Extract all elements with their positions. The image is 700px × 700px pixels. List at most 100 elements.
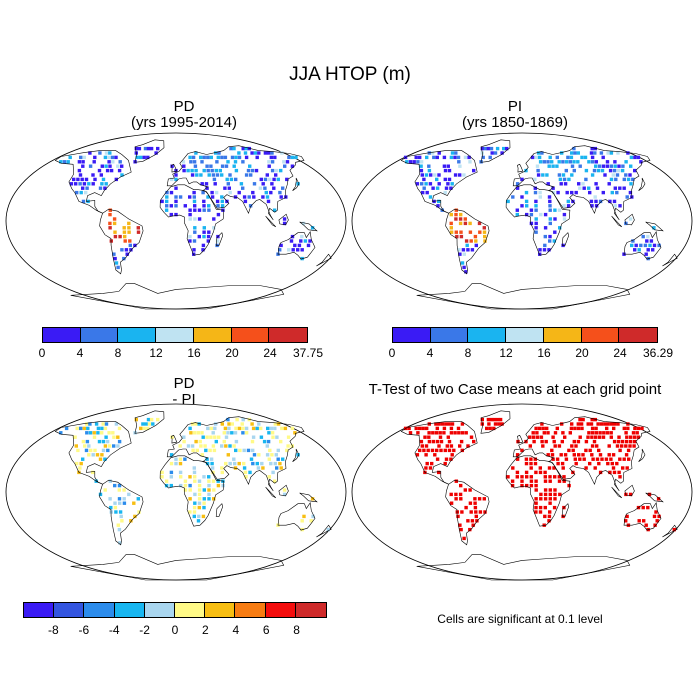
- grid-cell: [533, 190, 538, 195]
- grid-cell: [551, 186, 555, 190]
- grid-cell: [557, 160, 561, 164]
- grid-cell: [214, 168, 218, 173]
- grid-cell: [86, 426, 90, 431]
- grid-cell: [136, 497, 140, 501]
- grid-cell: [270, 151, 274, 155]
- grid-cell: [541, 426, 545, 431]
- grid-cell: [424, 173, 429, 177]
- grid-cell: [529, 208, 534, 212]
- grid-cell: [242, 461, 246, 466]
- grid-cell: [446, 182, 450, 186]
- grid-cell: [276, 177, 280, 182]
- grid-cell: [529, 466, 533, 470]
- grid-cell: [581, 453, 585, 457]
- grid-cell: [244, 173, 249, 177]
- grid-cell: [237, 151, 241, 155]
- grid-cell: [241, 186, 245, 190]
- grid-cell: [489, 417, 494, 422]
- grid-cell: [241, 160, 245, 164]
- grid-cell: [543, 488, 548, 492]
- grid-cell: [170, 435, 174, 439]
- grid-cell: [603, 422, 607, 426]
- grid-cell: [534, 155, 538, 160]
- grid-cell: [79, 190, 83, 195]
- grid-cell: [214, 190, 219, 195]
- grid-cell: [132, 501, 136, 505]
- significance-note: Cells are significant at 0.1 level: [437, 612, 603, 626]
- grid-cell: [213, 182, 217, 186]
- grid-cell: [553, 230, 557, 234]
- grid-cell: [601, 155, 605, 160]
- grid-cell: [85, 431, 89, 435]
- grid-cell: [237, 190, 241, 195]
- grid-cell: [252, 453, 257, 457]
- grid-cell: [590, 435, 594, 439]
- grid-cell: [617, 164, 621, 168]
- grid-cell: [558, 492, 562, 497]
- coastline: [215, 503, 224, 517]
- grid-cell: [551, 190, 556, 195]
- grid-cell: [428, 466, 433, 470]
- grid-cell: [272, 177, 276, 182]
- grid-cell: [628, 173, 632, 177]
- grid-cell: [425, 155, 429, 160]
- grid-cell: [117, 168, 122, 173]
- grid-cell: [586, 422, 590, 426]
- grid-cell: [429, 173, 433, 177]
- grid-cell: [197, 422, 201, 426]
- grid-cell: [547, 248, 551, 252]
- grid-cell: [223, 426, 228, 431]
- grid-cell: [197, 217, 202, 221]
- grid-cell: [282, 217, 287, 221]
- grid-cell: [548, 221, 552, 226]
- grid-cell: [543, 505, 547, 510]
- grid-cell: [534, 501, 538, 505]
- grid-cell: [622, 457, 626, 461]
- colorbar-diff: [23, 602, 327, 618]
- grid-cell: [183, 479, 188, 483]
- grid-cell: [282, 160, 286, 164]
- grid-cell: [264, 190, 268, 195]
- grid-cell: [285, 448, 289, 453]
- grid-cell: [570, 164, 575, 168]
- grid-cell: [242, 195, 247, 199]
- grid-cell: [595, 457, 600, 461]
- grid-cell: [573, 457, 577, 461]
- grid-cell: [443, 177, 447, 182]
- grid-cell: [643, 243, 648, 248]
- grid-cell: [548, 199, 552, 204]
- grid-cell: [201, 248, 205, 252]
- grid-cell: [543, 514, 547, 519]
- grid-cell: [193, 475, 197, 479]
- grid-cell: [542, 160, 546, 164]
- grid-cell: [188, 239, 192, 243]
- grid-cell: [478, 230, 482, 234]
- grid-cell: [570, 151, 574, 155]
- grid-cell: [553, 444, 557, 448]
- grid-cell: [228, 173, 232, 177]
- grid-cell: [510, 483, 515, 488]
- grid-cell: [116, 265, 120, 270]
- grid-cell: [424, 466, 428, 470]
- grid-cell: [174, 186, 178, 190]
- grid-cell: [584, 448, 588, 453]
- grid-cell: [588, 190, 592, 195]
- grid-cell: [545, 426, 549, 431]
- grid-cell: [188, 208, 192, 212]
- grid-cell: [532, 439, 536, 444]
- grid-cell: [427, 439, 432, 444]
- grid-cell: [104, 164, 108, 168]
- grid-cell: [183, 457, 187, 461]
- grid-cell: [586, 435, 590, 439]
- grid-cell: [144, 422, 148, 426]
- grid-cell: [85, 186, 89, 190]
- grid-cell: [590, 173, 595, 177]
- grid-cell: [483, 146, 488, 151]
- grid-cell: [101, 448, 106, 453]
- coastline: [215, 232, 224, 246]
- coastline: [561, 232, 570, 246]
- grid-cell: [260, 461, 264, 466]
- coastline: [70, 554, 285, 581]
- grid-cell: [306, 243, 311, 248]
- grid-cell: [224, 444, 228, 448]
